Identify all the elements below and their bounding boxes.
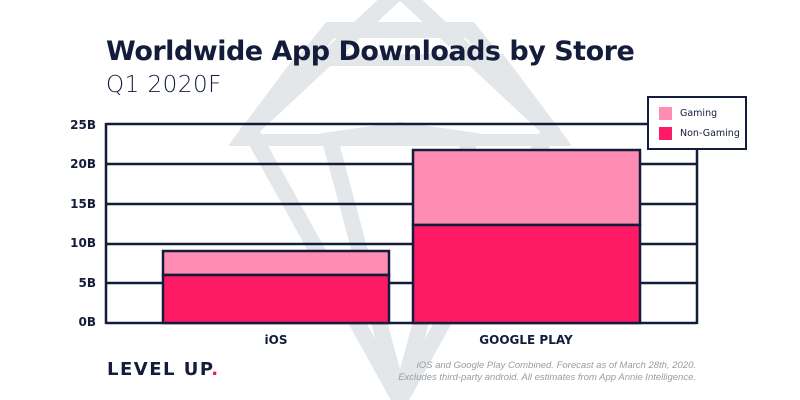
legend-item-gaming: Gaming	[659, 107, 717, 120]
x-label-google-play: GOOGLE PLAY	[479, 333, 573, 347]
footnote-line-1: iOS and Google Play Combined. Forecast a…	[416, 360, 696, 371]
non-gaming-swatch-icon	[659, 127, 672, 140]
bar-ios-gaming	[161, 249, 391, 277]
footnote-line-2: Excludes third-party android. All estima…	[398, 372, 696, 383]
chart-title: Worldwide App Downloads by Store	[106, 36, 635, 67]
bar-google-play	[411, 148, 642, 325]
y-tick-0b: 0B	[78, 315, 97, 329]
y-tick-5b: 5B	[78, 276, 97, 290]
legend-label-gaming: Gaming	[680, 108, 718, 119]
footnote: iOS and Google Play Combined. Forecast a…	[398, 360, 696, 384]
y-tick-20b: 20B	[70, 157, 96, 171]
gaming-swatch-icon	[659, 107, 672, 120]
x-label-ios: iOS	[264, 333, 288, 347]
legend: Gaming Non-Gaming	[647, 96, 747, 150]
legend-item-non-gaming: Non-Gaming	[659, 127, 740, 140]
logo-text: LEVEL UP	[107, 359, 212, 380]
logo-dot: .	[211, 359, 220, 380]
legend-label-non-gaming: Non-Gaming	[680, 128, 740, 139]
y-tick-10b: 10B	[70, 236, 96, 250]
bar-google-play-non-gaming	[411, 223, 642, 325]
y-tick-15b: 15B	[70, 197, 96, 211]
level-up-logo: LEVEL UP.	[107, 359, 220, 380]
bar-ios-non-gaming	[161, 273, 391, 325]
chart-subtitle: Q1 2020F	[106, 72, 222, 98]
bar-ios	[161, 249, 391, 325]
bar-google-play-gaming	[411, 148, 642, 227]
y-tick-25b: 25B	[70, 118, 96, 132]
